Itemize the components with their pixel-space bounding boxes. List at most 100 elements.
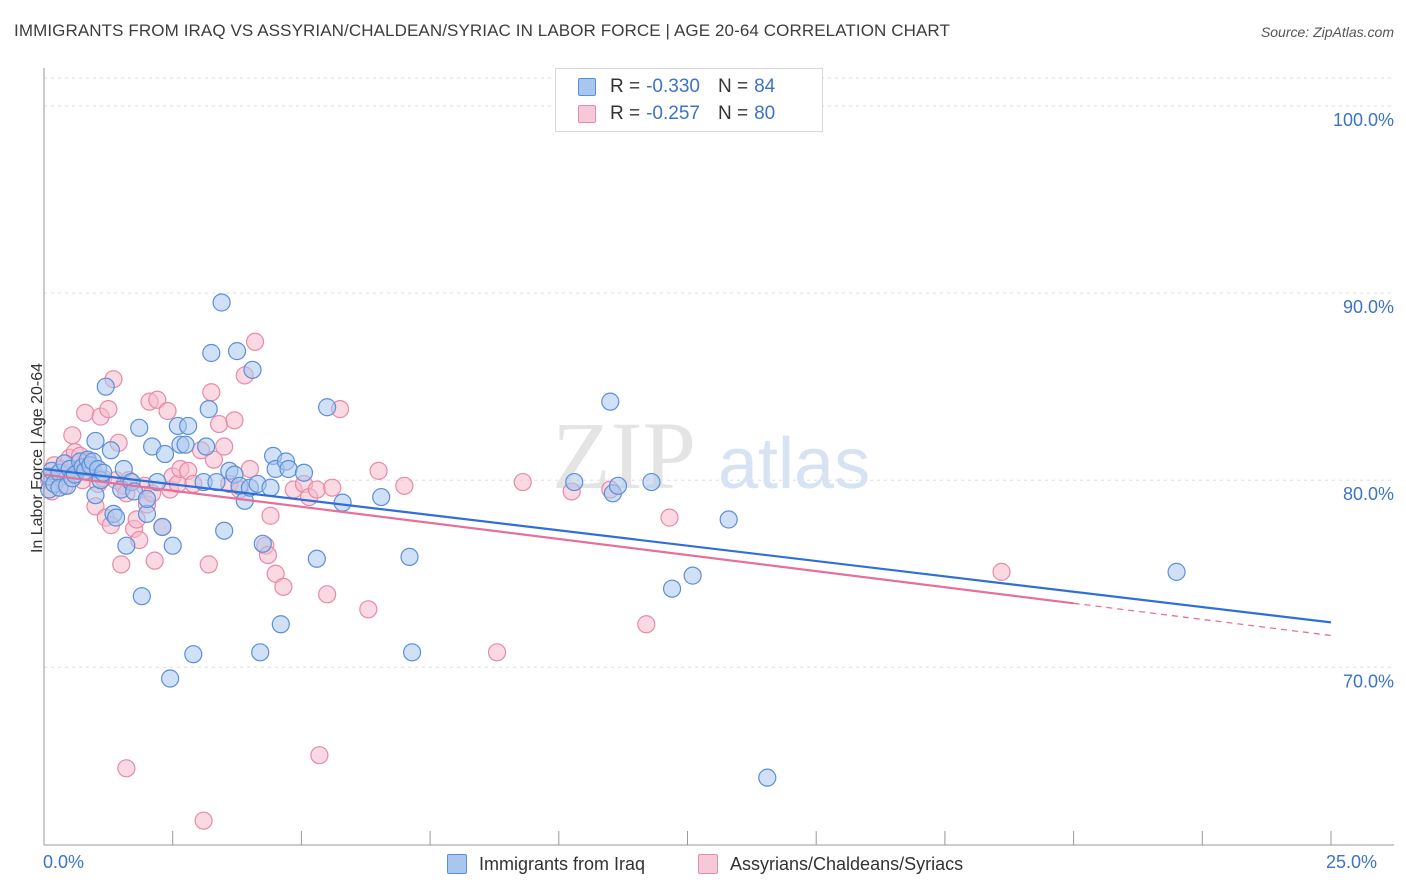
- assyrian-point-63: [261, 506, 280, 525]
- iraq-point-39: [161, 669, 180, 688]
- iraq-point-44: [179, 416, 198, 436]
- iraq-r-value: -0.330: [646, 76, 700, 97]
- iraq-points: [40, 293, 1186, 787]
- bottom-assyrian-swatch: [698, 854, 718, 874]
- correlation-legend: R = -0.330 N = 84 R = -0.257 N = 80: [555, 68, 823, 132]
- assyrian-points: [40, 332, 1011, 830]
- iraq-swatch: [578, 78, 596, 96]
- iraq-point-28: [117, 536, 136, 555]
- assyrian-r-label: R =: [610, 103, 641, 124]
- assyrian-point-38: [145, 551, 164, 570]
- bottom-legend-assyrian: Assyrians/Chaldeans/Syriacs: [698, 851, 963, 877]
- iraq-point-66: [271, 615, 290, 634]
- iraq-point-32: [132, 587, 151, 606]
- x-axis-max-label: 25.0%: [1326, 852, 1378, 872]
- iraq-point-75: [402, 643, 422, 662]
- assyrian-point-83: [992, 562, 1011, 581]
- assyrian-trend-line: [43, 473, 1074, 605]
- iraq-point-72: [333, 493, 352, 512]
- legend-row-assyrian: R = -0.257 N = 80: [578, 100, 775, 128]
- assyrian-n-label: N =: [717, 103, 749, 124]
- iraq-point-71: [318, 398, 337, 417]
- iraq-point-70: [307, 549, 326, 568]
- assyrian-point-82: [660, 508, 679, 527]
- iraq-point-85: [1167, 562, 1186, 581]
- assyrian-r-value: -0.257: [646, 103, 700, 124]
- iraq-point-49: [202, 343, 221, 363]
- assyrian-point-60: [245, 332, 265, 351]
- y-axis-label: In Labor Force | Age 20-64: [29, 362, 46, 554]
- bottom-legend-iraq: Immigrants from Iraq: [447, 851, 645, 877]
- iraq-point-81: [662, 579, 682, 598]
- x-axis-min-label: 0.0%: [43, 852, 85, 872]
- iraq-point-47: [197, 437, 216, 456]
- iraq-point-17: [86, 431, 105, 451]
- iraq-point-38: [155, 444, 175, 464]
- iraq-point-23: [101, 441, 121, 460]
- assyrian-point-22: [99, 400, 118, 419]
- assyrian-point-77: [487, 643, 507, 662]
- assyrian-point-13: [76, 403, 95, 422]
- iraq-point-79: [608, 476, 628, 495]
- assyrian-point-50: [199, 555, 218, 574]
- assyrian-point-41: [158, 401, 177, 421]
- iraq-point-52: [215, 521, 234, 540]
- iraq-point-84: [758, 768, 777, 787]
- bottom-iraq-swatch: [447, 854, 467, 874]
- assyrian-swatch: [578, 105, 596, 123]
- assyrian-point-76: [395, 476, 414, 495]
- watermark-atlas: atlas: [718, 424, 870, 504]
- iraq-point-61: [251, 643, 270, 662]
- iraq-point-21: [94, 463, 113, 482]
- assyrian-point-71: [318, 585, 337, 604]
- iraq-point-76: [565, 472, 584, 492]
- axis-layer: 70.0% 80.0% 90.0% 100.0%: [43, 68, 1394, 846]
- iraq-point-62: [253, 534, 272, 553]
- assyrian-point-39: [148, 390, 167, 409]
- iraq-point-83: [719, 510, 738, 529]
- assyrian-point-53: [209, 414, 229, 434]
- iraq-point-37: [153, 517, 172, 537]
- y-tick-label-1: 80.0%: [1343, 484, 1394, 504]
- y-tick-label-0: 70.0%: [1343, 671, 1394, 691]
- assyrian-point-54: [215, 437, 234, 456]
- iraq-r-label: R =: [610, 76, 641, 97]
- assyrian-point-59: [240, 459, 260, 479]
- iraq-point-22: [96, 377, 115, 396]
- assyrian-point-74: [359, 600, 378, 619]
- iraq-point-43: [176, 435, 195, 454]
- assyrian-point-49: [194, 811, 213, 830]
- iraq-point-82: [683, 566, 702, 585]
- y-tick-label-2: 90.0%: [1343, 297, 1394, 317]
- assyrian-point-65: [274, 577, 293, 596]
- iraq-point-40: [163, 536, 182, 555]
- iraq-n-label: N =: [717, 76, 749, 97]
- iraq-point-48: [199, 400, 218, 419]
- assyrian-n-value: 80: [754, 103, 776, 124]
- iraq-point-63: [261, 478, 280, 497]
- iraq-point-55: [227, 342, 247, 361]
- assyrian-point-69: [307, 480, 326, 499]
- assyrian-point-27: [112, 555, 131, 574]
- iraq-point-80: [642, 472, 661, 492]
- iraq-point-74: [400, 547, 419, 567]
- iraq-point-34: [137, 489, 157, 509]
- assyrian-point-70: [310, 746, 329, 765]
- iraq-point-77: [601, 392, 620, 411]
- assyrian-point-78: [513, 472, 532, 492]
- iraq-point-73: [372, 487, 391, 507]
- trend-lines: [43, 467, 1332, 637]
- assyrian-point-72: [323, 478, 342, 497]
- assyrian-point-84: [117, 759, 136, 778]
- assyrian-point-81: [637, 615, 656, 634]
- source-credit: Source: ZipAtlas.com: [1260, 24, 1394, 40]
- legend-row-iraq: R = -0.330 N = 84: [578, 73, 775, 101]
- iraq-point-69: [294, 463, 314, 482]
- iraq-trend-line: [43, 467, 1332, 624]
- iraq-point-59: [243, 360, 262, 379]
- iraq-point-45: [184, 645, 203, 664]
- assyrian-point-56: [225, 411, 244, 430]
- iraq-n-value: 84: [754, 76, 776, 97]
- iraq-point-51: [212, 293, 231, 312]
